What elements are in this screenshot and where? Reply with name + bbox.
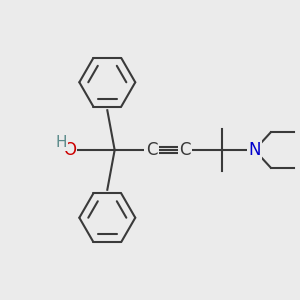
Text: C: C xyxy=(180,141,191,159)
Text: O: O xyxy=(63,141,76,159)
Text: H: H xyxy=(56,135,68,150)
Text: N: N xyxy=(248,141,261,159)
Text: C: C xyxy=(146,141,157,159)
